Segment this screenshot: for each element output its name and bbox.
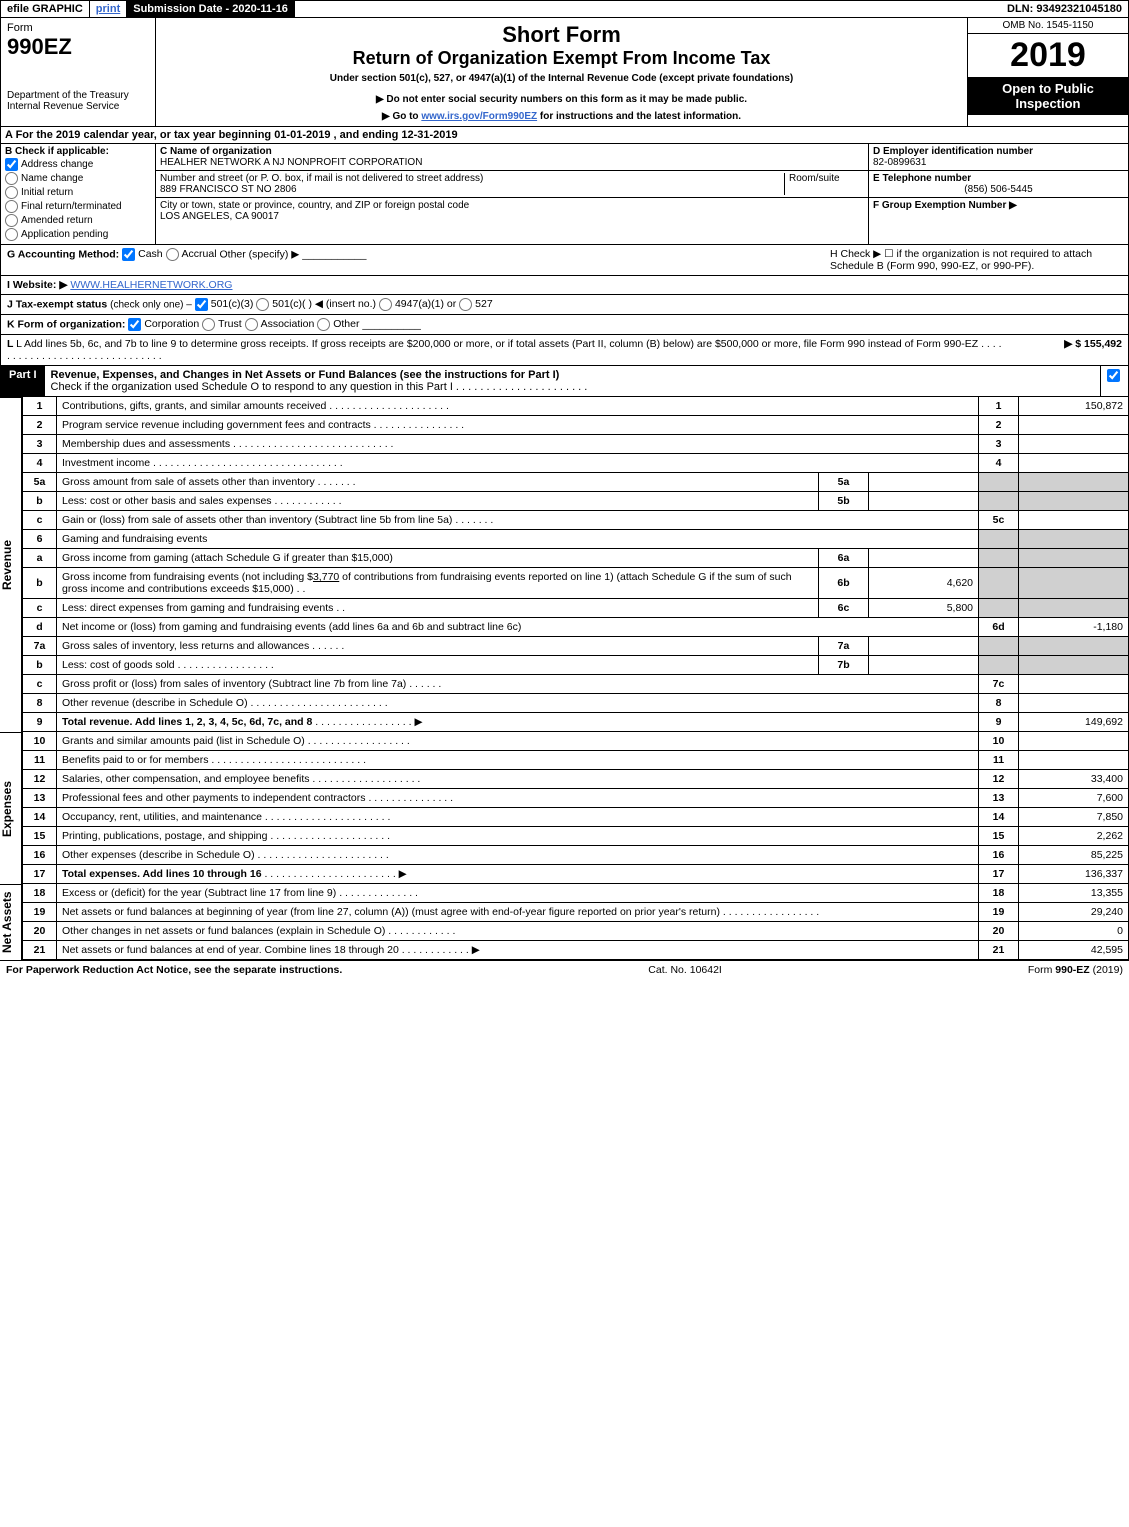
expenses-side-label: Expenses: [0, 732, 22, 884]
ein-value: 82-0899631: [873, 157, 926, 168]
goto-link[interactable]: ▶ Go to www.irs.gov/Form990EZ for instru…: [162, 111, 961, 122]
chk-initial-return[interactable]: Initial return: [5, 186, 151, 199]
line-l-amount: ▶ $ 155,492: [1002, 338, 1122, 362]
form-word: Form: [7, 22, 149, 34]
city-label: City or town, state or province, country…: [160, 200, 469, 211]
chk-501c3[interactable]: 501(c)(3): [195, 298, 254, 310]
expenses-table: 10Grants and similar amounts paid (list …: [22, 732, 1129, 884]
form-of-org-label: K Form of organization:: [7, 318, 125, 330]
dln: DLN: 93492321045180: [1001, 1, 1128, 17]
footer-mid: Cat. No. 10642I: [648, 964, 722, 976]
ssn-warning: ▶ Do not enter social security numbers o…: [162, 94, 961, 105]
c-name-label: C Name of organization: [160, 146, 272, 157]
period-line: A For the 2019 calendar year, or tax yea…: [0, 127, 1129, 144]
revenue-side-label: Revenue: [0, 397, 22, 732]
irs-label: Internal Revenue Service: [7, 101, 149, 112]
chk-trust[interactable]: Trust: [202, 318, 242, 330]
line19-amount: 29,240: [1019, 903, 1129, 922]
chk-501c[interactable]: 501(c)( ) ◀ (insert no.): [256, 298, 376, 310]
tax-exempt-label: J Tax-exempt status: [7, 298, 107, 310]
org-name: HEALHER NETWORK A NJ NONPROFIT CORPORATI…: [160, 157, 422, 168]
other-specify: Other (specify) ▶: [219, 248, 299, 260]
footer-left: For Paperwork Reduction Act Notice, see …: [6, 964, 342, 976]
form-header: Form 990EZ Department of the Treasury In…: [0, 18, 1129, 127]
part1-header-row: Part I Revenue, Expenses, and Changes in…: [0, 366, 1129, 397]
chk-pending[interactable]: Application pending: [5, 228, 151, 241]
footer-right: Form 990-EZ (2019): [1028, 964, 1123, 976]
print-button[interactable]: print: [90, 1, 127, 17]
accounting-method-label: G Accounting Method:: [7, 248, 119, 260]
chk-cash[interactable]: Cash: [122, 248, 163, 260]
street-label: Number and street (or P. O. box, if mail…: [160, 173, 483, 184]
line12-amount: 33,400: [1019, 770, 1129, 789]
room-suite-label: Room/suite: [784, 173, 864, 195]
line14-amount: 7,850: [1019, 808, 1129, 827]
line15-amount: 2,262: [1019, 827, 1129, 846]
line6d-amount: -1,180: [1019, 618, 1129, 637]
line20-amount: 0: [1019, 922, 1129, 941]
check-only-one: (check only one) –: [110, 299, 192, 310]
line16-amount: 85,225: [1019, 846, 1129, 865]
line13-amount: 7,600: [1019, 789, 1129, 808]
group-exemption-label: F Group Exemption Number ▶: [873, 200, 1017, 211]
line21-amount: 42,595: [1019, 941, 1129, 960]
form-number: 990EZ: [7, 34, 149, 60]
part1-sub: Check if the organization used Schedule …: [51, 381, 453, 393]
netassets-table: 18Excess or (deficit) for the year (Subt…: [22, 884, 1129, 960]
phone-label: E Telephone number: [873, 173, 971, 184]
line-l-text: L L Add lines 5b, 6c, and 7b to line 9 t…: [7, 338, 1002, 362]
website-link[interactable]: WWW.HEALHERNETWORK.ORG: [70, 279, 232, 291]
chk-corporation[interactable]: Corporation: [128, 318, 199, 330]
chk-name-change[interactable]: Name change: [5, 172, 151, 185]
city-value: LOS ANGELES, CA 90017: [160, 211, 279, 222]
chk-association[interactable]: Association: [245, 318, 315, 330]
top-bar: efile GRAPHIC print Submission Date - 20…: [0, 0, 1129, 18]
street-value: 889 FRANCISCO ST NO 2806: [160, 184, 297, 195]
page-footer: For Paperwork Reduction Act Notice, see …: [0, 960, 1129, 979]
line17-amount: 136,337: [1019, 865, 1129, 884]
subtitle: Under section 501(c), 527, or 4947(a)(1)…: [162, 73, 961, 84]
efile-label: efile GRAPHIC: [1, 1, 90, 17]
chk-accrual[interactable]: Accrual: [166, 248, 217, 260]
netassets-side-label: Net Assets: [0, 884, 22, 960]
org-info-block: B Check if applicable: Address change Na…: [0, 144, 1129, 245]
chk-address-change[interactable]: Address change: [5, 158, 151, 171]
part1-title: Revenue, Expenses, and Changes in Net As…: [51, 369, 560, 381]
ein-label: D Employer identification number: [873, 146, 1033, 157]
line6c-amount: 5,800: [869, 599, 979, 618]
dept-treasury: Department of the Treasury: [7, 90, 149, 101]
box-h: H Check ▶ ☐ if the organization is not r…: [822, 248, 1122, 272]
title-short-form: Short Form: [162, 22, 961, 48]
submission-date: Submission Date - 2020-11-16: [127, 1, 295, 17]
part1-badge: Part I: [1, 366, 45, 396]
line18-amount: 13,355: [1019, 884, 1129, 903]
revenue-table: 1Contributions, gifts, grants, and simil…: [22, 397, 1129, 732]
open-to-public: Open to Public Inspection: [968, 77, 1128, 115]
tax-year: 2019: [968, 34, 1128, 77]
line9-amount: 149,692: [1019, 713, 1129, 732]
chk-amended[interactable]: Amended return: [5, 214, 151, 227]
line1-amount: 150,872: [1019, 397, 1129, 416]
line6b-amount: 4,620: [869, 568, 979, 599]
chk-527[interactable]: 527: [459, 298, 493, 310]
chk-other-org[interactable]: Other: [317, 318, 359, 330]
chk-final-return[interactable]: Final return/terminated: [5, 200, 151, 213]
box-b-label: B Check if applicable:: [5, 146, 109, 157]
omb-number: OMB No. 1545-1150: [968, 18, 1128, 34]
phone-value: (856) 506-5445: [873, 184, 1124, 195]
chk-4947[interactable]: 4947(a)(1) or: [379, 298, 456, 310]
schedule-o-check[interactable]: [1100, 366, 1128, 396]
website-label: I Website: ▶: [7, 279, 67, 291]
title-return: Return of Organization Exempt From Incom…: [162, 48, 961, 69]
